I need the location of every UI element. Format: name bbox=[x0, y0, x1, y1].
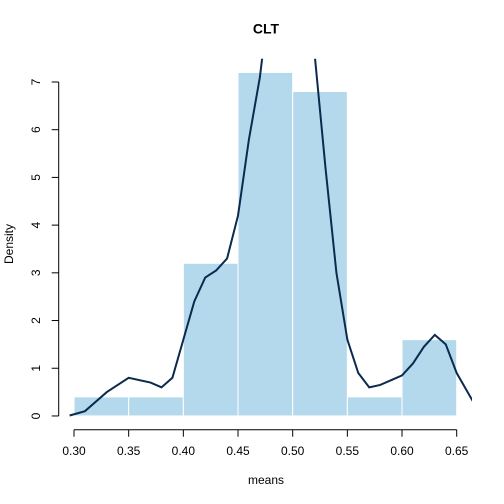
y-tick-label: 3 bbox=[29, 269, 43, 276]
x-tick-label: 0.30 bbox=[62, 444, 86, 458]
y-axis-label: Density bbox=[2, 224, 16, 264]
x-tick-label: 0.60 bbox=[390, 444, 414, 458]
bar bbox=[401, 339, 458, 417]
density-line bbox=[69, 58, 472, 417]
x-tick-label: 0.40 bbox=[172, 444, 196, 458]
bar bbox=[128, 396, 184, 417]
bar bbox=[182, 262, 239, 417]
x-tick-label: 0.50 bbox=[281, 444, 305, 458]
x-tick-label: 0.35 bbox=[117, 444, 141, 458]
y-tick-label: 1 bbox=[29, 365, 43, 372]
y-tick-label: 2 bbox=[29, 317, 43, 324]
bar bbox=[73, 396, 130, 417]
y-tick-label: 7 bbox=[29, 78, 43, 85]
y-tick-label: 4 bbox=[29, 221, 43, 228]
y-tick-label: 0 bbox=[29, 412, 43, 419]
bar bbox=[237, 71, 294, 417]
x-tick-label: 0.65 bbox=[445, 444, 469, 458]
y-tick-label: 6 bbox=[29, 126, 43, 133]
x-tick-label: 0.55 bbox=[336, 444, 360, 458]
x-tick-label: 0.45 bbox=[226, 444, 250, 458]
chart-title: CLT bbox=[253, 21, 280, 37]
bar bbox=[346, 396, 403, 417]
y-tick-label: 5 bbox=[29, 174, 43, 181]
x-axis-label: means bbox=[248, 473, 284, 487]
bar bbox=[292, 91, 348, 417]
